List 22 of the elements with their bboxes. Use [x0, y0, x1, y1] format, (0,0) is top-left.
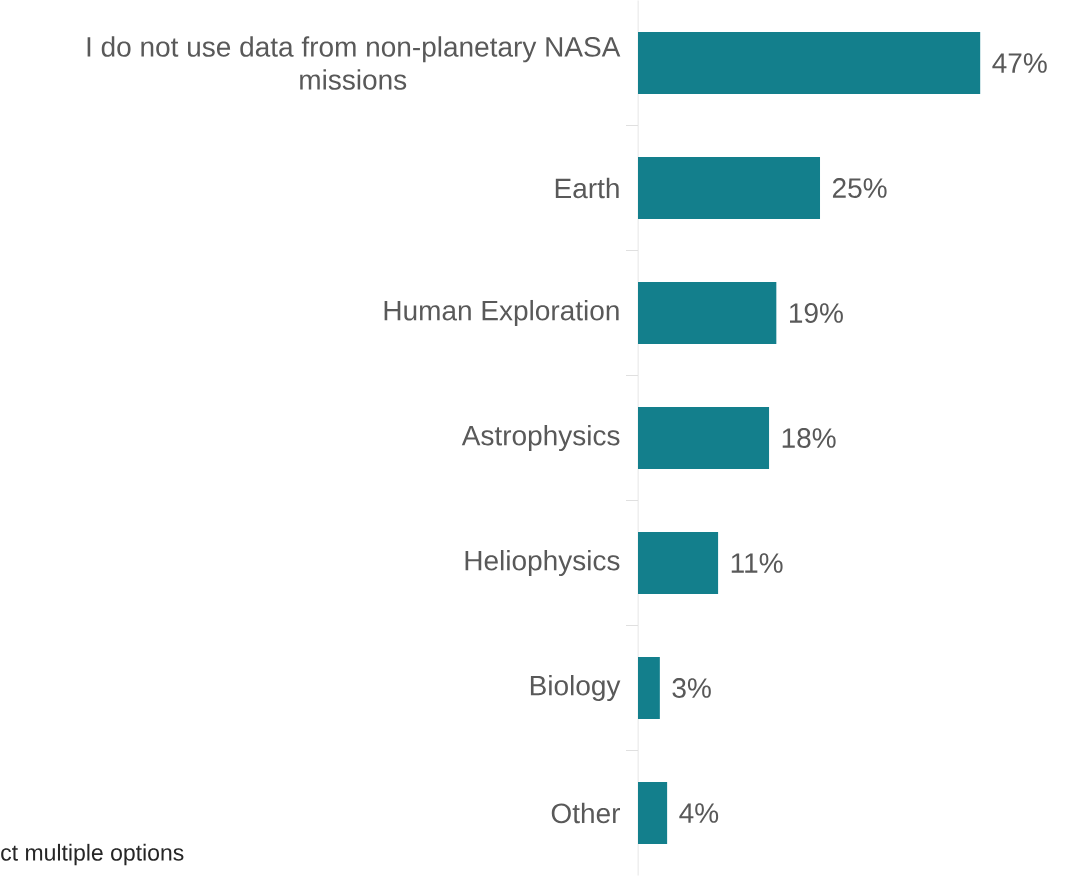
- bar: [638, 532, 719, 595]
- y-tick-label: Astrophysics: [461, 424, 620, 452]
- y-tick-label: I do not use data from non-planetary NASA missions: [87, 36, 621, 90]
- y-tick-label: Earth: [555, 177, 619, 199]
- data-label: 25%: [832, 178, 887, 198]
- y-tick-label: Human Exploration: [384, 299, 619, 327]
- bar: [638, 157, 821, 220]
- y-tick-label: Heliophysics: [465, 549, 620, 577]
- data-label: 4%: [679, 803, 719, 823]
- bar: [638, 282, 777, 345]
- text: ct multiple options: [1, 843, 184, 866]
- bar: [638, 657, 660, 720]
- y-tick-label: Biology: [530, 674, 621, 702]
- data-label: 3%: [672, 678, 711, 698]
- bar: [638, 32, 981, 94]
- bar: [638, 407, 770, 470]
- data-label: 47%: [992, 53, 1047, 73]
- data-label: 11%: [731, 553, 783, 573]
- bar: [638, 782, 668, 845]
- data-label: 18%: [782, 428, 836, 448]
- data-label: 19%: [790, 303, 843, 323]
- y-tick-label: Other: [551, 802, 621, 824]
